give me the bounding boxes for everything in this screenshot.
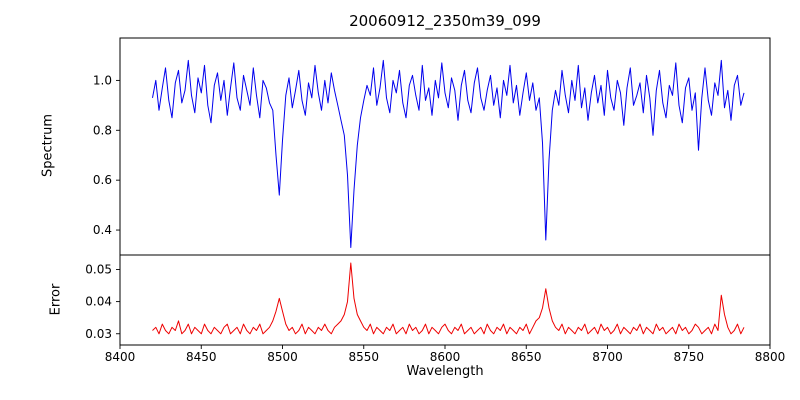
y-tick-label: 0.05 (85, 262, 112, 276)
y-tick-label: 0.8 (93, 123, 112, 137)
x-tick-label: 8700 (592, 350, 623, 364)
x-tick-label: 8500 (267, 350, 298, 364)
y-tick-label: 0.4 (93, 223, 112, 237)
x-tick-label: 8750 (673, 350, 704, 364)
y-axis-label-spectrum: Spectrum (40, 114, 56, 177)
x-tick-label: 8600 (430, 350, 461, 364)
y-tick-label: 1.0 (93, 73, 112, 87)
x-tick-label: 8400 (105, 350, 136, 364)
y-tick-label: 0.03 (85, 327, 112, 341)
x-tick-label: 8550 (348, 350, 379, 364)
error-axes-frame (119, 254, 771, 346)
y-axis-label-error: Error (48, 283, 64, 316)
plot-title: 20060912_2350m39_099 (349, 12, 541, 30)
spectrum-line (152, 59, 745, 248)
y-tick-label: 0.6 (93, 173, 112, 187)
error-line (152, 262, 745, 335)
x-tick-label: 8650 (511, 350, 542, 364)
spectrum-axes-frame (119, 37, 771, 256)
x-tick-label: 8450 (186, 350, 217, 364)
x-tick-label: 8800 (755, 350, 786, 364)
x-axis-label: Wavelength (406, 364, 484, 379)
y-tick-label: 0.04 (85, 295, 112, 309)
